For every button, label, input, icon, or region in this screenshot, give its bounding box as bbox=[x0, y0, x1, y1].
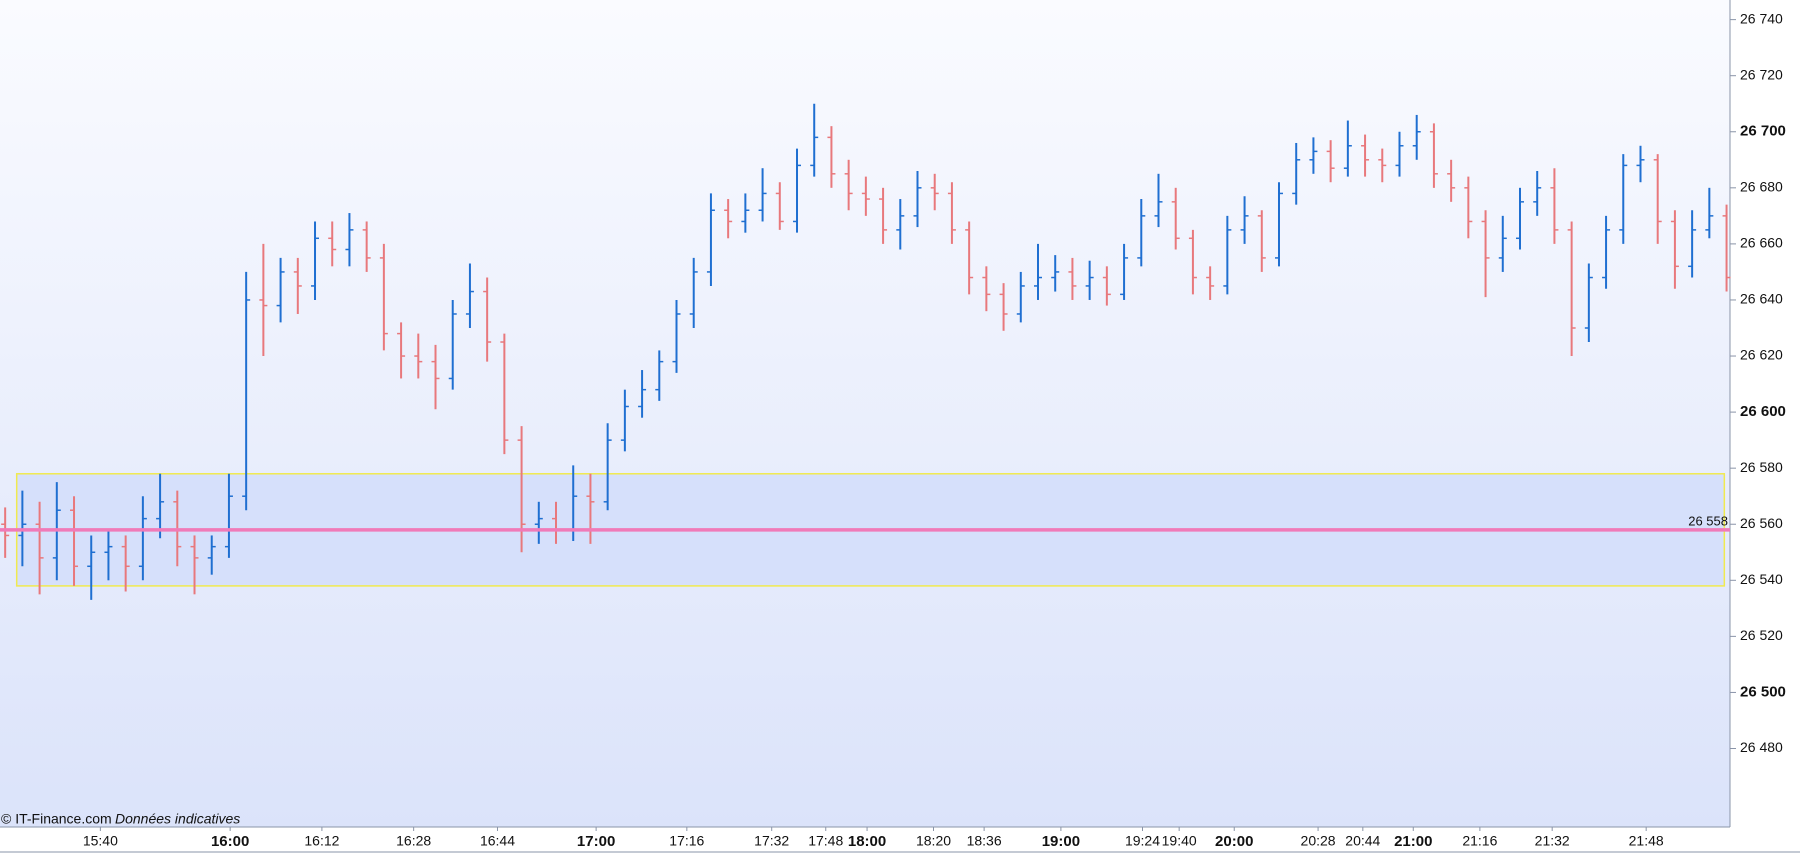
x-tick-label: 18:36 bbox=[967, 833, 1002, 849]
x-tick-label: 17:16 bbox=[669, 833, 704, 849]
y-tick-label: 26 500 bbox=[1740, 683, 1786, 700]
y-tick-label: 26 580 bbox=[1740, 459, 1783, 475]
y-tick-label: 26 600 bbox=[1740, 403, 1786, 420]
x-tick-label: 21:00 bbox=[1394, 833, 1432, 850]
x-tick-label: 20:28 bbox=[1301, 833, 1336, 849]
x-tick-label: 21:48 bbox=[1629, 833, 1664, 849]
x-tick-label: 15:40 bbox=[83, 833, 118, 849]
x-tick-label: 19:24 bbox=[1125, 833, 1160, 849]
y-tick-label: 26 640 bbox=[1740, 291, 1783, 307]
x-tick-label: 21:32 bbox=[1535, 833, 1570, 849]
y-tick-label: 26 480 bbox=[1740, 739, 1783, 755]
x-tick-label: 16:28 bbox=[396, 833, 431, 849]
level-label: 26 558 bbox=[1688, 513, 1728, 528]
y-tick-label: 26 540 bbox=[1740, 571, 1783, 587]
x-tick-label: 16:12 bbox=[304, 833, 339, 849]
note-text: Données indicatives bbox=[115, 811, 240, 827]
x-tick-label: 17:32 bbox=[754, 833, 789, 849]
x-tick-label: 20:00 bbox=[1215, 833, 1253, 850]
x-tick-label: 17:00 bbox=[577, 833, 615, 850]
y-tick-label: 26 520 bbox=[1740, 627, 1783, 643]
x-tick-label: 17:48 bbox=[808, 833, 843, 849]
x-tick-label: 19:40 bbox=[1162, 833, 1197, 849]
y-tick-label: 26 660 bbox=[1740, 235, 1783, 251]
source-text: © IT-Finance.com bbox=[1, 811, 112, 827]
x-tick-label: 18:20 bbox=[916, 833, 951, 849]
x-tick-label: 16:44 bbox=[480, 833, 515, 849]
x-tick-label: 18:00 bbox=[848, 833, 886, 850]
plot-background bbox=[0, 0, 1730, 827]
x-tick-label: 16:00 bbox=[211, 833, 249, 850]
y-tick-label: 26 740 bbox=[1740, 10, 1783, 26]
y-tick-label: 26 700 bbox=[1740, 123, 1786, 140]
y-tick-label: 26 560 bbox=[1740, 515, 1783, 531]
y-tick-label: 26 720 bbox=[1740, 66, 1783, 82]
y-tick-label: 26 680 bbox=[1740, 179, 1783, 195]
x-tick-label: 19:00 bbox=[1042, 833, 1080, 850]
x-tick-label: 20:44 bbox=[1345, 833, 1380, 849]
y-tick-label: 26 620 bbox=[1740, 347, 1783, 363]
x-tick-label: 21:16 bbox=[1462, 833, 1497, 849]
